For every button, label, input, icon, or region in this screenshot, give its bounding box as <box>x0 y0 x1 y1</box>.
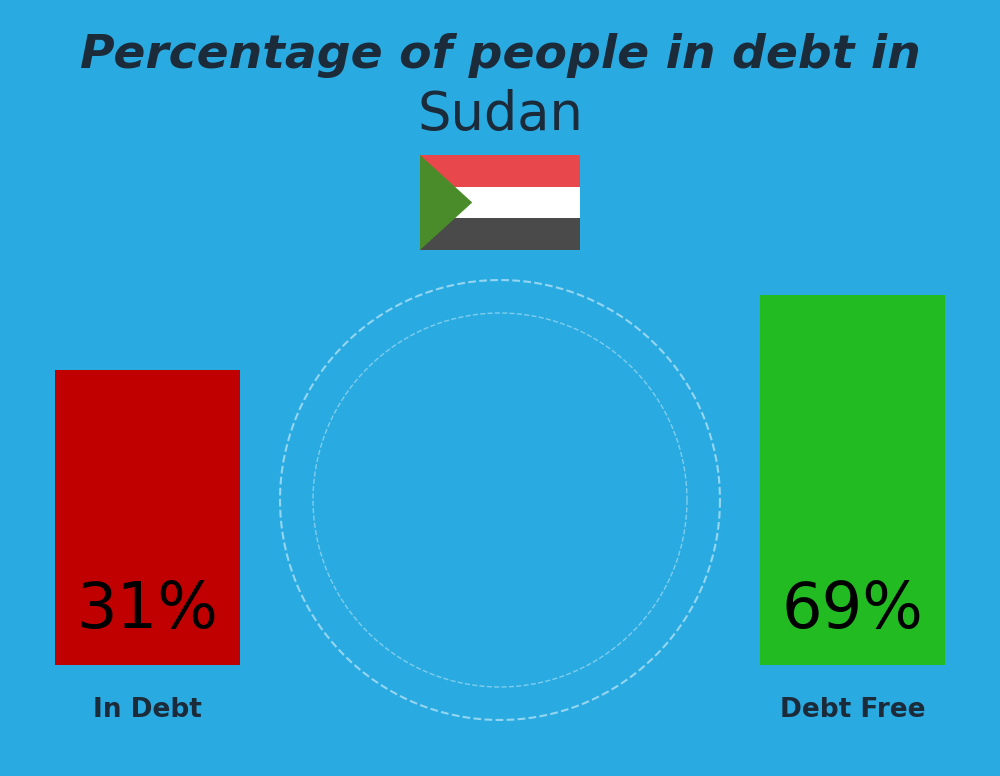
Bar <box>760 295 945 665</box>
Text: Sudan: Sudan <box>417 89 583 141</box>
Text: In Debt: In Debt <box>93 697 202 723</box>
Bar <box>420 155 580 187</box>
Polygon shape <box>420 155 472 250</box>
Bar <box>420 218 580 250</box>
Bar <box>55 370 240 665</box>
Text: Debt Free: Debt Free <box>780 697 925 723</box>
Bar <box>420 187 580 218</box>
Text: Percentage of people in debt in: Percentage of people in debt in <box>80 33 920 78</box>
Text: 69%: 69% <box>782 579 923 641</box>
Text: 31%: 31% <box>77 579 218 641</box>
